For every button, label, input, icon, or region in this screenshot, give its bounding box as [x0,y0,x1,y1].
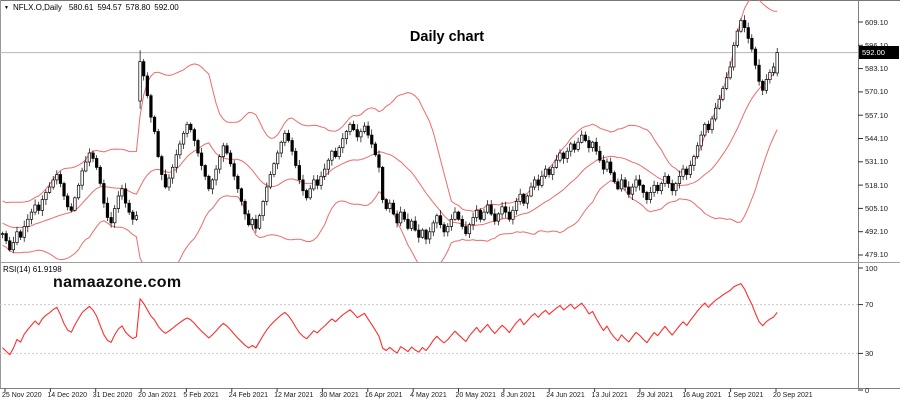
date-axis-label: 24 Jun 2021 [546,392,585,399]
watermark-text: namaazone.com [53,274,182,291]
symbol-ohlc-label[interactable]: ▼ NFLX.O,Daily 580.61 594.57 578.80 592.00 [4,3,179,12]
current-price-badge: 592.00 [859,46,899,59]
date-axis-label: 13 Jul 2021 [591,392,628,399]
date-axis-label: 1 Sep 2021 [727,392,764,399]
date-axis-label: 8 Jun 2021 [500,392,536,399]
rsi-axis-label: 100 [865,263,878,273]
ohlc-open: 580.61 [68,3,94,12]
rsi-axis-label: 0 [865,385,870,395]
date-axis-label: 16 Aug 2021 [682,392,722,399]
ohlc-high: 594.57 [97,3,122,12]
date-axis-label: 12 Mar 2021 [274,392,314,399]
price-axis-label: 479.10 [865,250,888,260]
price-axis-label: 531.10 [865,157,888,167]
ohlc-low: 578.80 [125,3,151,12]
rsi-indicator-label: RSI(14) 61.9198 [3,265,62,274]
date-axis-label: 30 Mar 2021 [319,392,359,399]
date-axis-label: 24 Feb 2021 [228,392,269,399]
ohlc-close: 592.00 [154,3,179,12]
symbol-dropdown-icon[interactable]: ▼ [4,5,9,11]
symbol-name: NFLX.O,Daily [12,3,62,12]
date-axis-label: 25 Nov 2020 [2,392,42,399]
price-axis-label: 570.10 [865,87,888,97]
rsi-axis-label: 30 [865,348,874,358]
date-axis-label: 20 Sep 2021 [772,392,813,399]
date-axis-label: 14 Dec 2020 [47,392,88,399]
price-axis-label: 557.10 [865,110,888,120]
price-axis-label: 505.10 [865,203,888,213]
price-axis-label: 544.10 [865,133,888,143]
date-axis-label: 20 Jan 2021 [138,392,177,399]
date-axis-label: 4 May 2021 [410,392,447,399]
price-axis-label: 609.10 [865,17,888,27]
price-axis-label: 596.10 [865,41,888,50]
date-axis-label: 16 Apr 2021 [364,392,403,399]
date-axis-label: 29 Jul 2021 [636,392,674,399]
date-axis-label: 31 Dec 2020 [92,392,133,399]
date-axis-label: 5 Feb 2021 [183,392,219,399]
price-axis-label: 518.10 [865,180,888,190]
rsi-axis-label: 70 [865,300,874,310]
price-axis-label: 583.10 [865,64,888,74]
chart-title: Daily chart [409,29,485,45]
price-axis-label: 492.10 [865,227,888,237]
date-axis-label: 20 May 2021 [455,392,496,399]
